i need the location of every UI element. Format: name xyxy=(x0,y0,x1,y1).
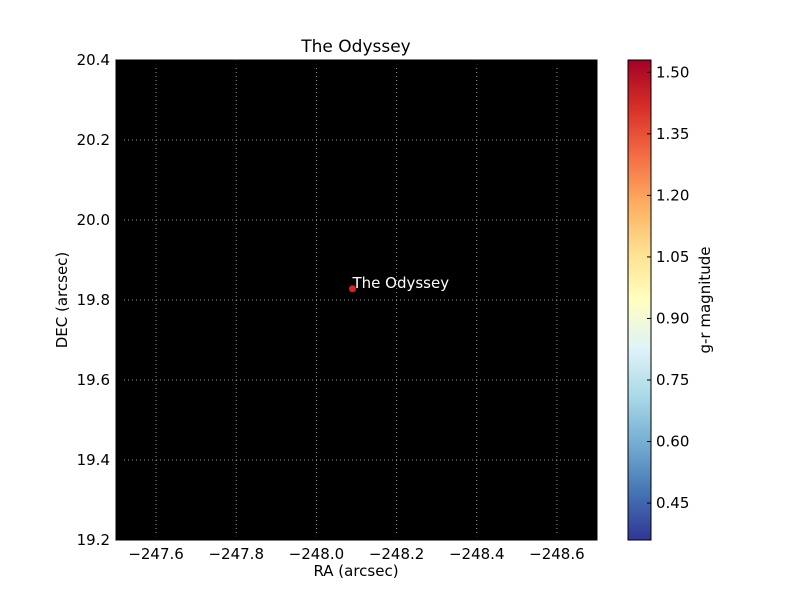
x-tick-label: −248.2 xyxy=(369,545,425,563)
data-point xyxy=(348,285,356,293)
y-tick-label: 20.0 xyxy=(77,211,110,229)
colorbar-tick-label: 1.05 xyxy=(656,248,689,266)
x-tick-label: −248.6 xyxy=(529,545,585,563)
colorbar-tick-label: 0.45 xyxy=(656,494,689,512)
y-tick-label: 19.6 xyxy=(77,371,110,389)
axis-ticks: −247.6 −247.8 −248.0 −248.2 −248.4 −248.6 19.2… xyxy=(77,51,597,563)
colorbar xyxy=(627,59,652,541)
chart-title: The Odyssey xyxy=(300,37,411,57)
y-tick-label: 19.8 xyxy=(77,291,110,309)
data-points: The Odyssey xyxy=(348,274,449,293)
x-tick-label: −247.6 xyxy=(128,545,184,563)
y-tick-label: 19.4 xyxy=(77,451,110,469)
y-tick-label: 20.4 xyxy=(77,51,110,69)
colorbar-tick-label: 1.50 xyxy=(656,63,689,81)
colorbar-tick-label: 0.60 xyxy=(656,433,689,451)
point-label: The Odyssey xyxy=(351,274,449,292)
x-axis-label: RA (arcsec) xyxy=(313,562,398,580)
y-tick-label: 19.2 xyxy=(77,531,110,549)
colorbar-tick-label: 0.90 xyxy=(656,309,689,327)
x-tick-label: −248.4 xyxy=(449,545,505,563)
grid-lines xyxy=(116,60,597,540)
colorbar-tick-label: 1.20 xyxy=(656,186,689,204)
y-tick-label: 20.2 xyxy=(77,131,110,149)
colorbar-label: g-r magnitude xyxy=(696,246,714,353)
colorbar-ticks: 0.45 0.60 0.75 0.90 1.05 1.20 1.35 1.50 xyxy=(647,63,689,512)
x-tick-label: −247.8 xyxy=(208,545,264,563)
colorbar-tick-label: 0.75 xyxy=(656,371,689,389)
y-axis-label: DEC (arcsec) xyxy=(53,252,71,349)
x-tick-label: −248.0 xyxy=(289,545,345,563)
colorbar-tick-label: 1.35 xyxy=(656,125,689,143)
